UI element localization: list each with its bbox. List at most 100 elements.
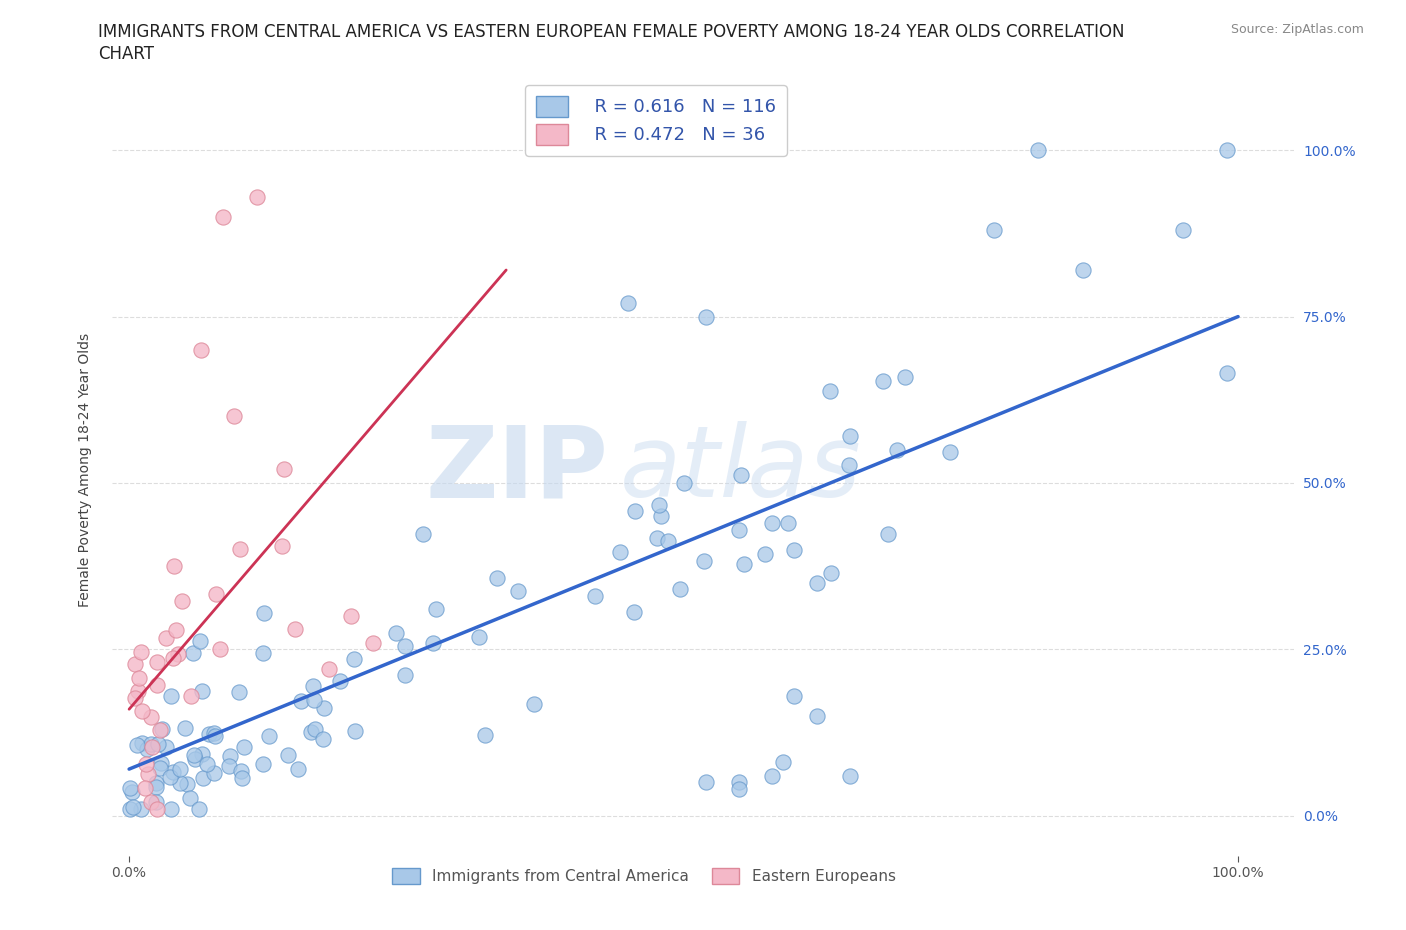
Text: Source: ZipAtlas.com: Source: ZipAtlas.com bbox=[1230, 23, 1364, 36]
Immigrants from Central America bbox=[218, 749, 240, 764]
Text: ZIP: ZIP bbox=[426, 421, 609, 518]
Eastern Europeans bbox=[145, 655, 167, 670]
Eastern Europeans bbox=[124, 691, 146, 706]
Immigrants from Central America bbox=[118, 780, 141, 795]
Immigrants from Central America bbox=[202, 765, 225, 780]
Eastern Europeans bbox=[131, 645, 153, 660]
Immigrants from Central America bbox=[806, 576, 828, 591]
Eastern Europeans bbox=[361, 635, 384, 650]
Immigrants from Central America bbox=[422, 635, 444, 650]
Eastern Europeans bbox=[170, 593, 193, 608]
Immigrants from Central America bbox=[695, 309, 717, 324]
Immigrants from Central America bbox=[343, 652, 366, 667]
Immigrants from Central America bbox=[159, 769, 181, 784]
Immigrants from Central America bbox=[190, 684, 212, 698]
Immigrants from Central America bbox=[778, 515, 800, 530]
Immigrants from Central America bbox=[204, 729, 226, 744]
Immigrants from Central America bbox=[139, 737, 162, 751]
Immigrants from Central America bbox=[253, 606, 276, 621]
Immigrants from Central America bbox=[231, 770, 253, 785]
Immigrants from Central America bbox=[191, 747, 214, 762]
Immigrants from Central America bbox=[145, 794, 167, 809]
Immigrants from Central America bbox=[508, 583, 530, 598]
Eastern Europeans bbox=[318, 662, 340, 677]
Immigrants from Central America bbox=[290, 694, 312, 709]
Immigrants from Central America bbox=[121, 785, 143, 800]
Immigrants from Central America bbox=[169, 762, 191, 777]
Eastern Europeans bbox=[273, 461, 295, 476]
Immigrants from Central America bbox=[149, 761, 172, 776]
Immigrants from Central America bbox=[314, 700, 336, 715]
Eastern Europeans bbox=[162, 651, 184, 666]
Eastern Europeans bbox=[209, 642, 232, 657]
Immigrants from Central America bbox=[730, 468, 752, 483]
Eastern Europeans bbox=[155, 631, 177, 645]
Immigrants from Central America bbox=[839, 429, 862, 444]
Immigrants from Central America bbox=[252, 646, 274, 661]
Immigrants from Central America bbox=[806, 709, 828, 724]
Immigrants from Central America bbox=[839, 768, 862, 783]
Immigrants from Central America bbox=[277, 748, 299, 763]
Eastern Europeans bbox=[135, 757, 157, 772]
Immigrants from Central America bbox=[299, 724, 322, 739]
Immigrants from Central America bbox=[145, 779, 167, 794]
Immigrants from Central America bbox=[176, 777, 198, 791]
Eastern Europeans bbox=[136, 766, 159, 781]
Immigrants from Central America bbox=[425, 602, 447, 617]
Immigrants from Central America bbox=[302, 693, 325, 708]
Eastern Europeans bbox=[131, 704, 153, 719]
Immigrants from Central America bbox=[195, 756, 218, 771]
Immigrants from Central America bbox=[1028, 143, 1050, 158]
Immigrants from Central America bbox=[173, 720, 195, 735]
Eastern Europeans bbox=[246, 190, 269, 205]
Immigrants from Central America bbox=[150, 722, 173, 737]
Immigrants from Central America bbox=[485, 570, 508, 585]
Immigrants from Central America bbox=[648, 498, 671, 512]
Immigrants from Central America bbox=[728, 775, 751, 790]
Immigrants from Central America bbox=[183, 748, 205, 763]
Immigrants from Central America bbox=[312, 731, 335, 746]
Immigrants from Central America bbox=[252, 756, 274, 771]
Immigrants from Central America bbox=[232, 739, 254, 754]
Immigrants from Central America bbox=[820, 383, 842, 398]
Immigrants from Central America bbox=[983, 222, 1005, 237]
Immigrants from Central America bbox=[384, 625, 406, 640]
Immigrants from Central America bbox=[783, 688, 806, 703]
Immigrants from Central America bbox=[122, 800, 145, 815]
Eastern Europeans bbox=[124, 657, 146, 671]
Eastern Europeans bbox=[128, 671, 150, 685]
Immigrants from Central America bbox=[145, 776, 167, 790]
Immigrants from Central America bbox=[304, 721, 326, 736]
Eastern Europeans bbox=[141, 739, 163, 754]
Y-axis label: Female Poverty Among 18-24 Year Olds: Female Poverty Among 18-24 Year Olds bbox=[77, 333, 91, 606]
Immigrants from Central America bbox=[783, 542, 806, 557]
Immigrants from Central America bbox=[198, 727, 221, 742]
Immigrants from Central America bbox=[125, 737, 148, 752]
Immigrants from Central America bbox=[394, 668, 416, 683]
Immigrants from Central America bbox=[155, 739, 177, 754]
Immigrants from Central America bbox=[169, 776, 191, 790]
Immigrants from Central America bbox=[474, 727, 496, 742]
Immigrants from Central America bbox=[179, 790, 201, 805]
Immigrants from Central America bbox=[228, 684, 250, 699]
Immigrants from Central America bbox=[754, 546, 776, 561]
Immigrants from Central America bbox=[129, 802, 152, 817]
Immigrants from Central America bbox=[728, 522, 751, 537]
Eastern Europeans bbox=[163, 558, 186, 573]
Immigrants from Central America bbox=[838, 458, 860, 472]
Immigrants from Central America bbox=[609, 545, 631, 560]
Immigrants from Central America bbox=[692, 553, 714, 568]
Eastern Europeans bbox=[180, 688, 202, 703]
Eastern Europeans bbox=[134, 780, 156, 795]
Eastern Europeans bbox=[271, 538, 294, 553]
Eastern Europeans bbox=[146, 802, 169, 817]
Eastern Europeans bbox=[229, 541, 252, 556]
Immigrants from Central America bbox=[872, 373, 894, 388]
Immigrants from Central America bbox=[938, 445, 960, 459]
Immigrants from Central America bbox=[343, 724, 366, 739]
Eastern Europeans bbox=[212, 209, 235, 224]
Immigrants from Central America bbox=[162, 764, 184, 779]
Immigrants from Central America bbox=[468, 630, 491, 644]
Immigrants from Central America bbox=[650, 509, 672, 524]
Immigrants from Central America bbox=[761, 515, 783, 530]
